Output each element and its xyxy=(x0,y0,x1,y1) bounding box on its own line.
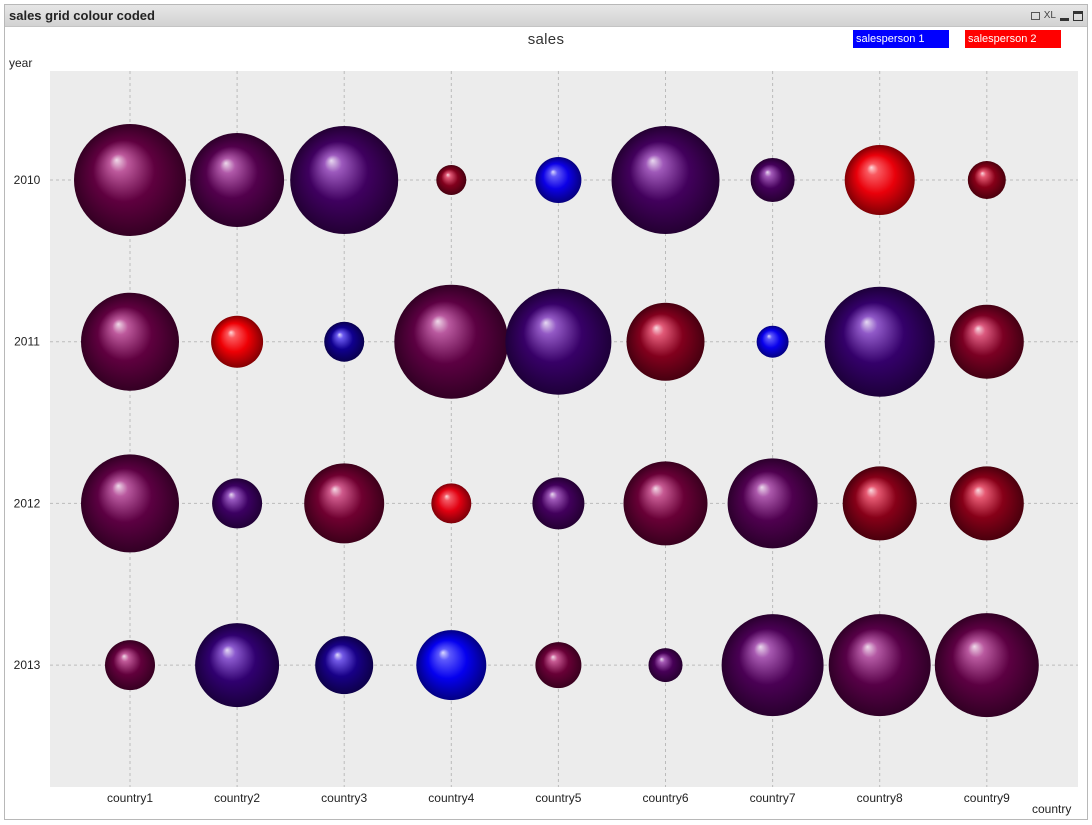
bubble-2010-country3[interactable] xyxy=(290,126,399,234)
bubble-2013-country5[interactable] xyxy=(535,642,582,689)
bubble-2010-country1[interactable] xyxy=(74,124,186,236)
bubble-2011-country3[interactable] xyxy=(324,321,365,362)
x-axis-label: country xyxy=(1032,802,1072,816)
bubble-2010-country9[interactable] xyxy=(967,161,1006,199)
bubble-2012-country8[interactable] xyxy=(842,466,917,541)
bubble-2012-country9[interactable] xyxy=(949,466,1024,541)
x-tick-label: country4 xyxy=(428,791,474,805)
print-icon[interactable] xyxy=(1030,12,1040,20)
x-tick-labels: country1 country2 country3 country4 country5… xyxy=(107,791,1010,805)
bubble-2012-country6[interactable] xyxy=(623,461,708,546)
bubble-2013-country8[interactable] xyxy=(828,614,931,717)
legend-item-salesperson2: salesperson 2 xyxy=(965,30,1061,48)
legend-item-salesperson1: salesperson 1 xyxy=(853,30,949,48)
window-titlebar: sales grid colour coded XL xyxy=(5,5,1087,27)
maximize-icon[interactable] xyxy=(1073,11,1083,21)
x-tick-label: country2 xyxy=(214,791,260,805)
bubble-2011-country8[interactable] xyxy=(824,286,935,397)
bubble-2011-country2[interactable] xyxy=(211,315,264,368)
y-tick-label: 2013 xyxy=(14,658,41,672)
export-xl-button[interactable]: XL xyxy=(1043,10,1056,21)
bubble-2012-country2[interactable] xyxy=(212,478,263,529)
y-tick-label: 2011 xyxy=(14,335,40,349)
bubble-2012-country4[interactable] xyxy=(431,483,472,524)
bubble-2013-country7[interactable] xyxy=(721,614,824,717)
bubble-2010-country4[interactable] xyxy=(436,165,467,195)
titlebar-icons: XL xyxy=(1030,9,1083,23)
bubble-2010-country7[interactable] xyxy=(750,158,795,202)
y-tick-label: 2010 xyxy=(14,173,41,187)
y-tick-label: 2012 xyxy=(14,496,41,510)
bubble-2010-country2[interactable] xyxy=(190,133,285,227)
x-tick-label: country3 xyxy=(321,791,367,805)
bubble-2012-country3[interactable] xyxy=(304,463,385,544)
bubble-2013-country4[interactable] xyxy=(416,630,487,701)
bubble-2011-country5[interactable] xyxy=(505,288,612,395)
chart-title: sales xyxy=(527,31,565,48)
bubble-2010-country5[interactable] xyxy=(535,157,582,203)
bubble-2011-country9[interactable] xyxy=(949,304,1024,379)
bubble-2011-country1[interactable] xyxy=(81,292,179,391)
x-tick-label: country9 xyxy=(964,791,1010,805)
bubble-2011-country4[interactable] xyxy=(394,284,509,399)
x-tick-label: country7 xyxy=(750,791,796,805)
bubble-2011-country6[interactable] xyxy=(626,302,705,381)
y-tick-labels: 2010 2011 2012 2013 xyxy=(14,173,41,672)
bubble-2013-country6[interactable] xyxy=(648,648,683,683)
x-tick-label: country1 xyxy=(107,791,153,805)
window-title: sales grid colour coded xyxy=(9,8,155,23)
bubble-2013-country2[interactable] xyxy=(195,623,280,708)
bubble-2013-country3[interactable] xyxy=(315,636,374,695)
bubble-2010-country8[interactable] xyxy=(844,145,915,215)
bubble-2012-country7[interactable] xyxy=(727,458,818,549)
bubble-2011-country7[interactable] xyxy=(756,325,789,358)
bubble-2010-country6[interactable] xyxy=(611,126,720,234)
y-axis-label: year xyxy=(9,56,33,70)
bubble-2013-country9[interactable] xyxy=(934,613,1039,718)
x-tick-label: country5 xyxy=(535,791,581,805)
bubble-2013-country1[interactable] xyxy=(105,640,155,691)
x-tick-label: country8 xyxy=(857,791,903,805)
minimize-icon[interactable] xyxy=(1060,17,1069,21)
bubbles xyxy=(74,124,1039,718)
bubble-2012-country5[interactable] xyxy=(532,477,585,530)
bubble-2012-country1[interactable] xyxy=(81,454,179,553)
x-tick-label: country6 xyxy=(642,791,688,805)
